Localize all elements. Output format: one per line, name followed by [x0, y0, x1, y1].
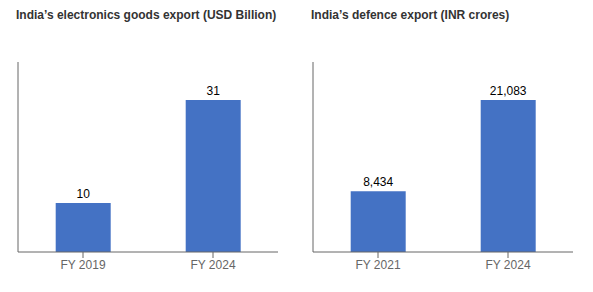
html-text:India’s electronics goods expo: India’s electronics goods export (USD Bi…	[16, 8, 277, 22]
svg-text:21,083: 21,083	[490, 84, 527, 98]
svg-text:10: 10	[77, 187, 91, 201]
svg-text:31: 31	[207, 84, 221, 98]
svg-text:FY 2019: FY 2019	[60, 258, 105, 272]
svg-text:FY 2021: FY 2021	[355, 258, 400, 272]
svg-text:FY 2024: FY 2024	[485, 258, 530, 272]
svg-text:8,434: 8,434	[363, 175, 393, 189]
html-text:India’s defence export (INR cr: India’s defence export (INR crores)	[311, 8, 510, 22]
svg-text:FY 2024: FY 2024	[190, 258, 235, 272]
